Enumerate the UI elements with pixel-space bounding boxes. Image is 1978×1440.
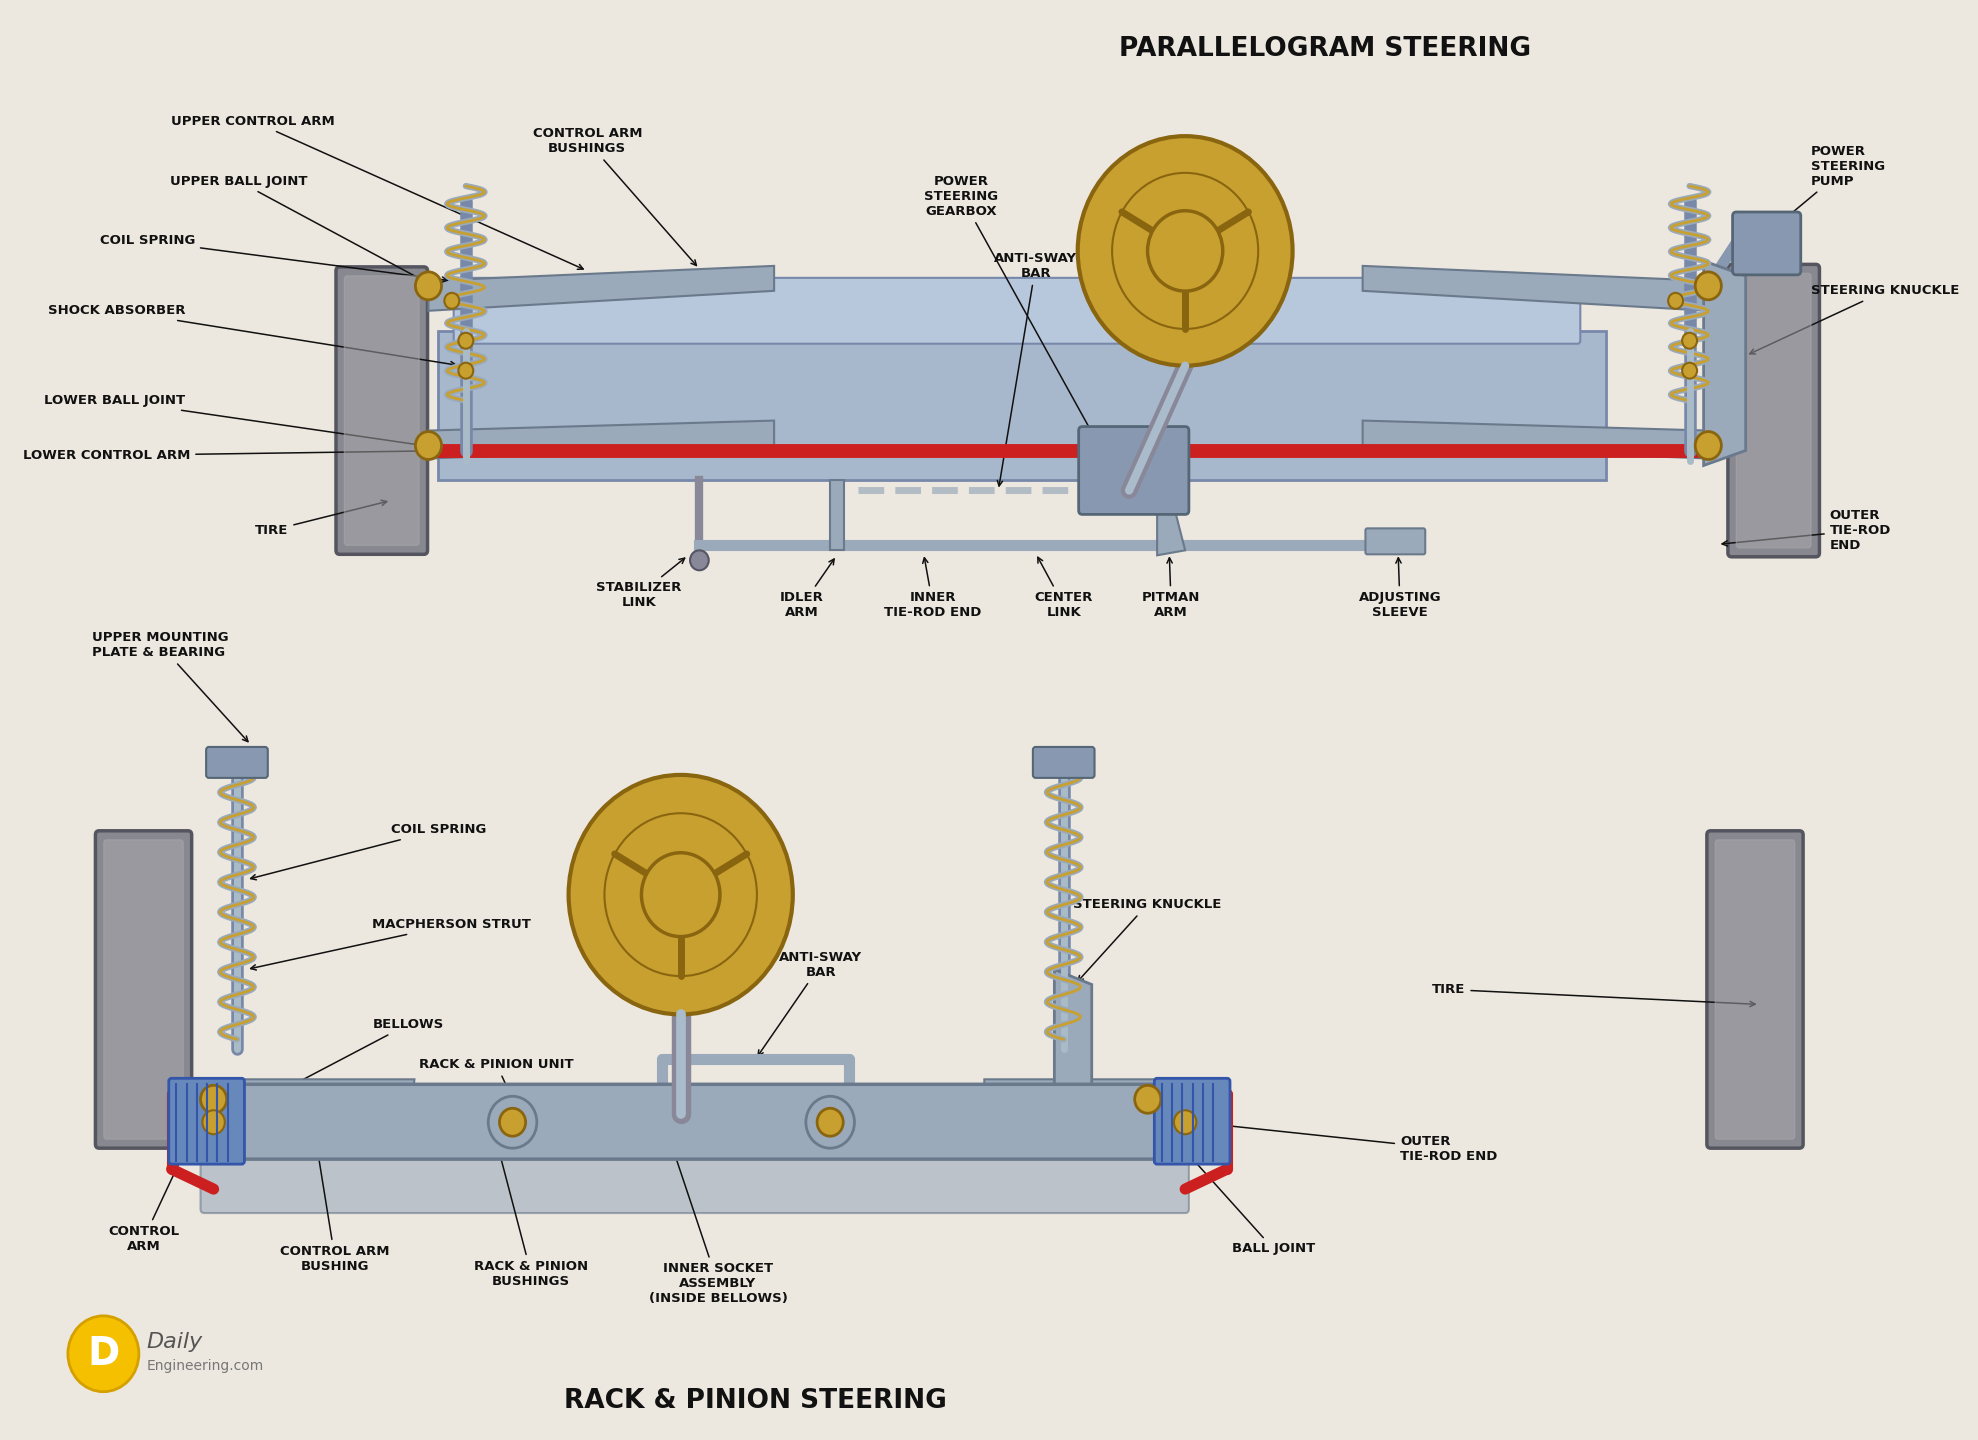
FancyBboxPatch shape bbox=[206, 747, 267, 778]
Text: D: D bbox=[87, 1335, 119, 1372]
Text: LOWER CONTROL ARM: LOWER CONTROL ARM bbox=[24, 448, 453, 462]
FancyBboxPatch shape bbox=[1715, 840, 1794, 1139]
Circle shape bbox=[67, 1316, 138, 1391]
Circle shape bbox=[1147, 210, 1222, 291]
Circle shape bbox=[459, 363, 473, 379]
Circle shape bbox=[817, 1109, 843, 1136]
Circle shape bbox=[1681, 333, 1697, 348]
Polygon shape bbox=[1363, 266, 1709, 311]
FancyBboxPatch shape bbox=[1737, 274, 1812, 547]
Polygon shape bbox=[1054, 969, 1092, 1099]
Text: ANTI-SWAY
BAR: ANTI-SWAY BAR bbox=[995, 252, 1078, 487]
Polygon shape bbox=[1363, 420, 1709, 458]
Text: PITMAN
ARM: PITMAN ARM bbox=[1141, 557, 1201, 619]
Circle shape bbox=[805, 1096, 854, 1148]
Text: UPPER CONTROL ARM: UPPER CONTROL ARM bbox=[172, 115, 584, 269]
Text: BALL JOINT: BALL JOINT bbox=[1155, 1117, 1315, 1256]
Text: INNER SOCKET
ASSEMBLY
(INSIDE BELLOWS): INNER SOCKET ASSEMBLY (INSIDE BELLOWS) bbox=[649, 1149, 787, 1306]
Text: STEERING KNUCKLE: STEERING KNUCKLE bbox=[1751, 284, 1960, 354]
Polygon shape bbox=[429, 266, 773, 311]
Circle shape bbox=[1695, 272, 1721, 300]
Text: PARALLELOGRAM STEERING: PARALLELOGRAM STEERING bbox=[1120, 36, 1531, 62]
FancyBboxPatch shape bbox=[168, 1079, 245, 1164]
Text: MACPHERSON STRUT: MACPHERSON STRUT bbox=[251, 919, 532, 971]
Text: CONTROL
ARM: CONTROL ARM bbox=[109, 1103, 208, 1253]
Circle shape bbox=[1695, 432, 1721, 459]
Circle shape bbox=[605, 814, 758, 976]
FancyBboxPatch shape bbox=[1729, 265, 1820, 557]
FancyBboxPatch shape bbox=[336, 266, 427, 554]
FancyBboxPatch shape bbox=[200, 1145, 1189, 1212]
Text: OUTER
TIE-ROD
END: OUTER TIE-ROD END bbox=[1723, 508, 1891, 552]
Text: CONTROL ARM
BUSHINGS: CONTROL ARM BUSHINGS bbox=[532, 127, 696, 265]
Text: RACK & PINION UNIT: RACK & PINION UNIT bbox=[419, 1058, 574, 1115]
Circle shape bbox=[202, 1110, 225, 1135]
FancyBboxPatch shape bbox=[1078, 426, 1189, 514]
Circle shape bbox=[1681, 363, 1697, 379]
FancyBboxPatch shape bbox=[95, 831, 192, 1148]
Circle shape bbox=[459, 333, 473, 348]
FancyBboxPatch shape bbox=[1365, 528, 1426, 554]
Circle shape bbox=[1112, 173, 1258, 328]
Text: POWER
STEERING
GEARBOX: POWER STEERING GEARBOX bbox=[924, 174, 1094, 436]
FancyBboxPatch shape bbox=[1707, 831, 1804, 1148]
Text: BELLOWS: BELLOWS bbox=[241, 1018, 443, 1112]
Text: SHOCK ABSORBER: SHOCK ABSORBER bbox=[47, 304, 455, 367]
Circle shape bbox=[445, 292, 459, 308]
Circle shape bbox=[1667, 292, 1683, 308]
Circle shape bbox=[489, 1096, 536, 1148]
Circle shape bbox=[415, 432, 441, 459]
Text: Daily: Daily bbox=[146, 1332, 202, 1352]
Text: OUTER
TIE-ROD END: OUTER TIE-ROD END bbox=[1199, 1120, 1497, 1164]
Text: RACK & PINION STEERING: RACK & PINION STEERING bbox=[564, 1388, 947, 1414]
Circle shape bbox=[415, 272, 441, 300]
Text: TIRE: TIRE bbox=[255, 500, 388, 537]
Circle shape bbox=[568, 775, 793, 1014]
Text: STEERING KNUCKLE: STEERING KNUCKLE bbox=[1072, 899, 1222, 981]
Text: COIL SPRING: COIL SPRING bbox=[99, 235, 447, 282]
Text: CONTROL ARM
BUSHING: CONTROL ARM BUSHING bbox=[281, 1119, 390, 1273]
Text: LOWER BALL JOINT: LOWER BALL JOINT bbox=[44, 395, 425, 448]
FancyBboxPatch shape bbox=[224, 1084, 1175, 1159]
FancyBboxPatch shape bbox=[1733, 212, 1800, 275]
Circle shape bbox=[1078, 137, 1292, 366]
Circle shape bbox=[200, 1086, 227, 1113]
Text: ADJUSTING
SLEEVE: ADJUSTING SLEEVE bbox=[1359, 557, 1442, 619]
Text: INNER
TIE-ROD END: INNER TIE-ROD END bbox=[884, 557, 981, 619]
FancyBboxPatch shape bbox=[103, 840, 184, 1139]
Text: STABILIZER
LINK: STABILIZER LINK bbox=[595, 559, 684, 609]
Polygon shape bbox=[437, 331, 1606, 481]
FancyBboxPatch shape bbox=[453, 278, 1580, 344]
Polygon shape bbox=[831, 481, 845, 550]
Text: UPPER BALL JOINT: UPPER BALL JOINT bbox=[170, 174, 429, 284]
FancyBboxPatch shape bbox=[1155, 1079, 1230, 1164]
Polygon shape bbox=[172, 1080, 415, 1119]
Text: ANTI-SWAY
BAR: ANTI-SWAY BAR bbox=[758, 950, 862, 1056]
Polygon shape bbox=[429, 420, 773, 458]
Circle shape bbox=[641, 852, 720, 936]
Polygon shape bbox=[1703, 261, 1747, 465]
Text: IDLER
ARM: IDLER ARM bbox=[779, 559, 835, 619]
Polygon shape bbox=[1157, 495, 1185, 556]
Circle shape bbox=[690, 550, 708, 570]
Text: RACK & PINION
BUSHINGS: RACK & PINION BUSHINGS bbox=[475, 1153, 587, 1287]
Text: Engineering.com: Engineering.com bbox=[146, 1359, 263, 1372]
Text: TIRE: TIRE bbox=[1432, 984, 1754, 1007]
FancyBboxPatch shape bbox=[344, 276, 419, 546]
Circle shape bbox=[1135, 1086, 1161, 1113]
Text: CENTER
LINK: CENTER LINK bbox=[1034, 557, 1094, 619]
Circle shape bbox=[500, 1109, 526, 1136]
Text: UPPER MOUNTING
PLATE & BEARING: UPPER MOUNTING PLATE & BEARING bbox=[93, 631, 247, 742]
Circle shape bbox=[1173, 1110, 1197, 1135]
FancyBboxPatch shape bbox=[1033, 747, 1094, 778]
Text: POWER
STEERING
PUMP: POWER STEERING PUMP bbox=[1768, 144, 1885, 233]
Polygon shape bbox=[985, 1080, 1175, 1119]
Text: COIL SPRING: COIL SPRING bbox=[251, 824, 487, 880]
